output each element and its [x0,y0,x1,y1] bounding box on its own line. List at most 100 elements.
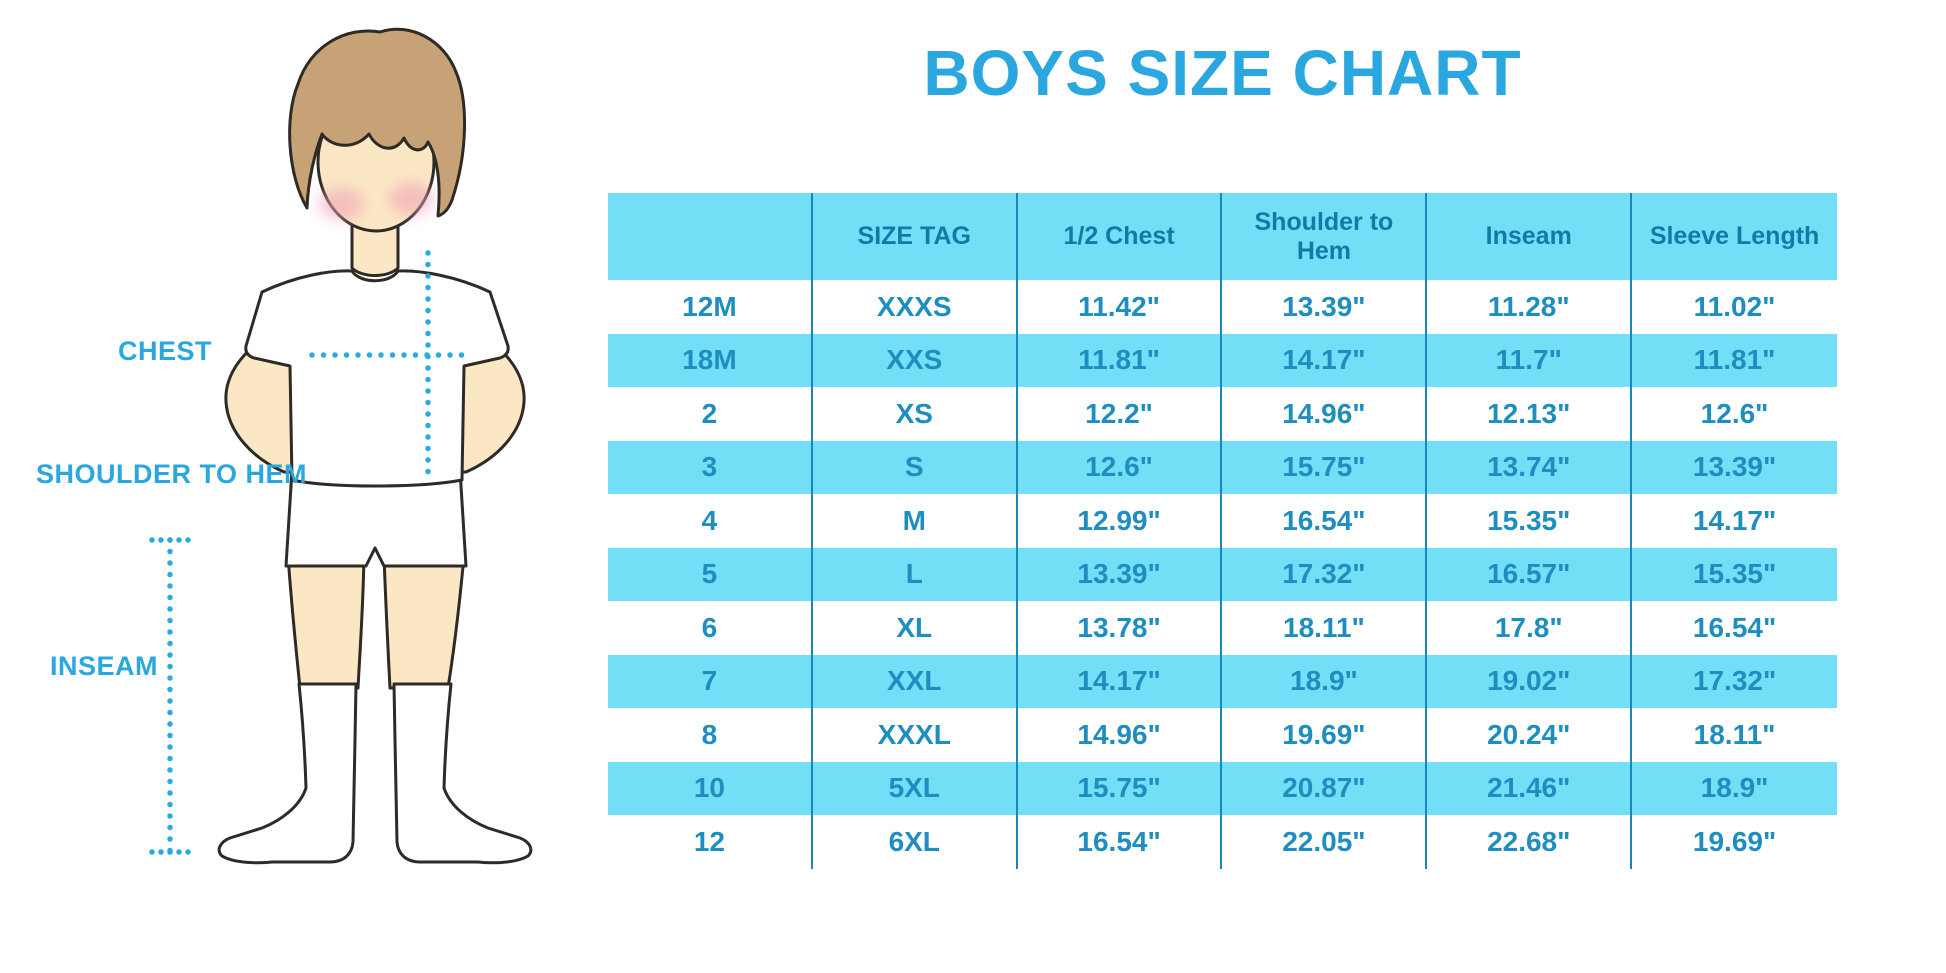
value-cell: 12.6" [1700,397,1769,429]
value-cell: 19.69" [1692,825,1777,857]
value-cell: 16.54" [1692,611,1777,643]
size-cell: 7 [608,654,813,708]
header-cell-size [608,193,813,280]
value-cell: 22.05" [1222,815,1428,869]
table-row-10: 10 5XL 15.75" 20.87" 21.46" 18.9" [608,761,1837,815]
value-cell: 21.46" [1427,761,1633,815]
value-cell: 5XL [813,761,1018,815]
size-cell: 10 [608,761,813,815]
value-cell: XS [813,387,1018,441]
boy-right-leg [382,554,466,690]
table-row-3: 3 S 12.6" 15.75" 13.74" 13.39" [608,440,1837,494]
value-cell: 14.17" [1222,333,1428,387]
value-cell: 11.28" [1427,280,1633,334]
table-row-12m: 12M XXXS 11.42" 13.39" 11.28" 11.02" [608,280,1837,334]
table-row-6: 6 XL 13.78" 18.11" 17.8" 16.54" [608,601,1837,655]
value-cell: 13.39" [1018,547,1223,601]
value-cell: 15.75" [1018,761,1223,815]
boy-left-leg [286,554,366,690]
value-cell: 19.02" [1427,654,1633,708]
table-row-18m: 18M XXS 11.81" 14.17" 11.7" 11.81" [608,333,1837,387]
value-cell: XXXS [813,280,1018,334]
table-row-7: 7 XXL 14.17" 18.9" 19.02" 17.32" [608,654,1837,708]
value-cell: 14.96" [1222,387,1428,441]
value-cell: 11.81" [1018,333,1223,387]
value-cell: 17.8" [1427,601,1633,655]
table-row-2: 2 XS 12.2" 14.96" 12.13" 12.6" [608,387,1837,441]
size-table-header-row: SIZE TAG 1/2 Chest Shoulder to Hem Inseam Sl… [608,193,1837,280]
page-title: BOYS SIZE CHART [923,37,1522,109]
boy-illustration: CHEST SHOULDER TO HEM INSEAM [0,0,600,973]
boy-left-sock [217,682,358,865]
chest-label: CHEST [118,336,213,366]
value-cell: 11.7" [1427,333,1633,387]
value-cell: 13.74" [1427,440,1633,494]
value-cell: 16.57" [1427,547,1633,601]
value-cell: 16.54" [1018,815,1223,869]
value-cell: 22.68" [1427,815,1633,869]
value-cell: 17.32" [1692,665,1777,697]
value-cell: 12.99" [1018,494,1223,548]
value-cell: 18.11" [1693,718,1776,750]
size-cell: 12M [608,280,813,334]
header-cell-1-2-chest: 1/2 Chest [1018,193,1223,280]
size-cell: 18M [608,333,813,387]
shoulder-to-hem-label: SHOULDER TO HEM [36,459,308,489]
value-cell: 18.9" [1700,772,1769,804]
value-cell: 11.42" [1018,280,1223,334]
table-row-8: 8 XXXL 14.96" 19.69" 20.24" 18.11" [608,708,1837,762]
size-cell: 8 [608,708,813,762]
value-cell: XXL [813,654,1018,708]
value-cell: 13.39" [1222,280,1428,334]
size-cell: 2 [608,387,813,441]
boy-tshirt [244,269,510,488]
size-cell: 3 [608,440,813,494]
inseam-label: INSEAM [50,651,159,681]
value-cell: 6XL [813,815,1018,869]
size-cell: 6 [608,601,813,655]
boy-hair [288,27,466,218]
size-cell: 12 [608,815,813,869]
boy-cheeks [319,183,433,220]
size-cell: 5 [608,547,813,601]
value-cell: 20.24" [1427,708,1633,762]
size-table: SIZE TAG 1/2 Chest Shoulder to Hem Inseam Sl… [608,193,1837,869]
header-cell-inseam: Inseam [1427,193,1633,280]
value-cell: 16.54" [1222,494,1428,548]
boy-figure-drawing [149,27,533,865]
value-cell: 15.75" [1222,440,1428,494]
value-cell: 15.35" [1427,494,1633,548]
value-cell: 11.81" [1693,344,1776,376]
value-cell: M [813,494,1018,548]
value-cell: 13.78" [1018,601,1223,655]
value-cell: 12.13" [1427,387,1633,441]
value-cell: 15.35" [1692,558,1777,590]
value-cell: XL [813,601,1018,655]
boy-shorts [284,468,468,568]
value-cell: L [813,547,1018,601]
value-cell: 12.6" [1018,440,1223,494]
value-cell: 13.39" [1692,451,1777,483]
value-cell: 12.2" [1018,387,1223,441]
value-cell: 19.69" [1222,708,1428,762]
value-cell: 20.87" [1222,761,1428,815]
value-cell: S [813,440,1018,494]
table-row-5: 5 L 13.39" 17.32" 16.57" 15.35" [608,547,1837,601]
value-cell: XXS [813,333,1018,387]
value-cell: 14.17" [1692,504,1777,536]
value-cell: 11.02" [1693,290,1776,322]
value-cell: 18.11" [1222,601,1428,655]
table-row-12: 12 6XL 16.54" 22.05" 22.68" 19.69" [608,815,1837,869]
value-cell: XXXL [813,708,1018,762]
value-cell: 18.9" [1222,654,1428,708]
header-cell-size-tag: SIZE TAG [813,193,1018,280]
value-cell: 14.17" [1018,654,1223,708]
header-cell-sleeve-length: Sleeve Length [1649,222,1820,251]
size-cell: 4 [608,494,813,548]
table-row-4: 4 M 12.99" 16.54" 15.35" 14.17" [608,494,1837,548]
size-table-body: 12M XXXS 11.42" 13.39" 11.28" 11.02" 18M XXS 11.… [608,280,1837,869]
boy-right-sock [392,682,533,865]
value-cell: 14.96" [1018,708,1223,762]
header-cell-shoulder-to-hem: Shoulder to Hem [1222,193,1428,280]
